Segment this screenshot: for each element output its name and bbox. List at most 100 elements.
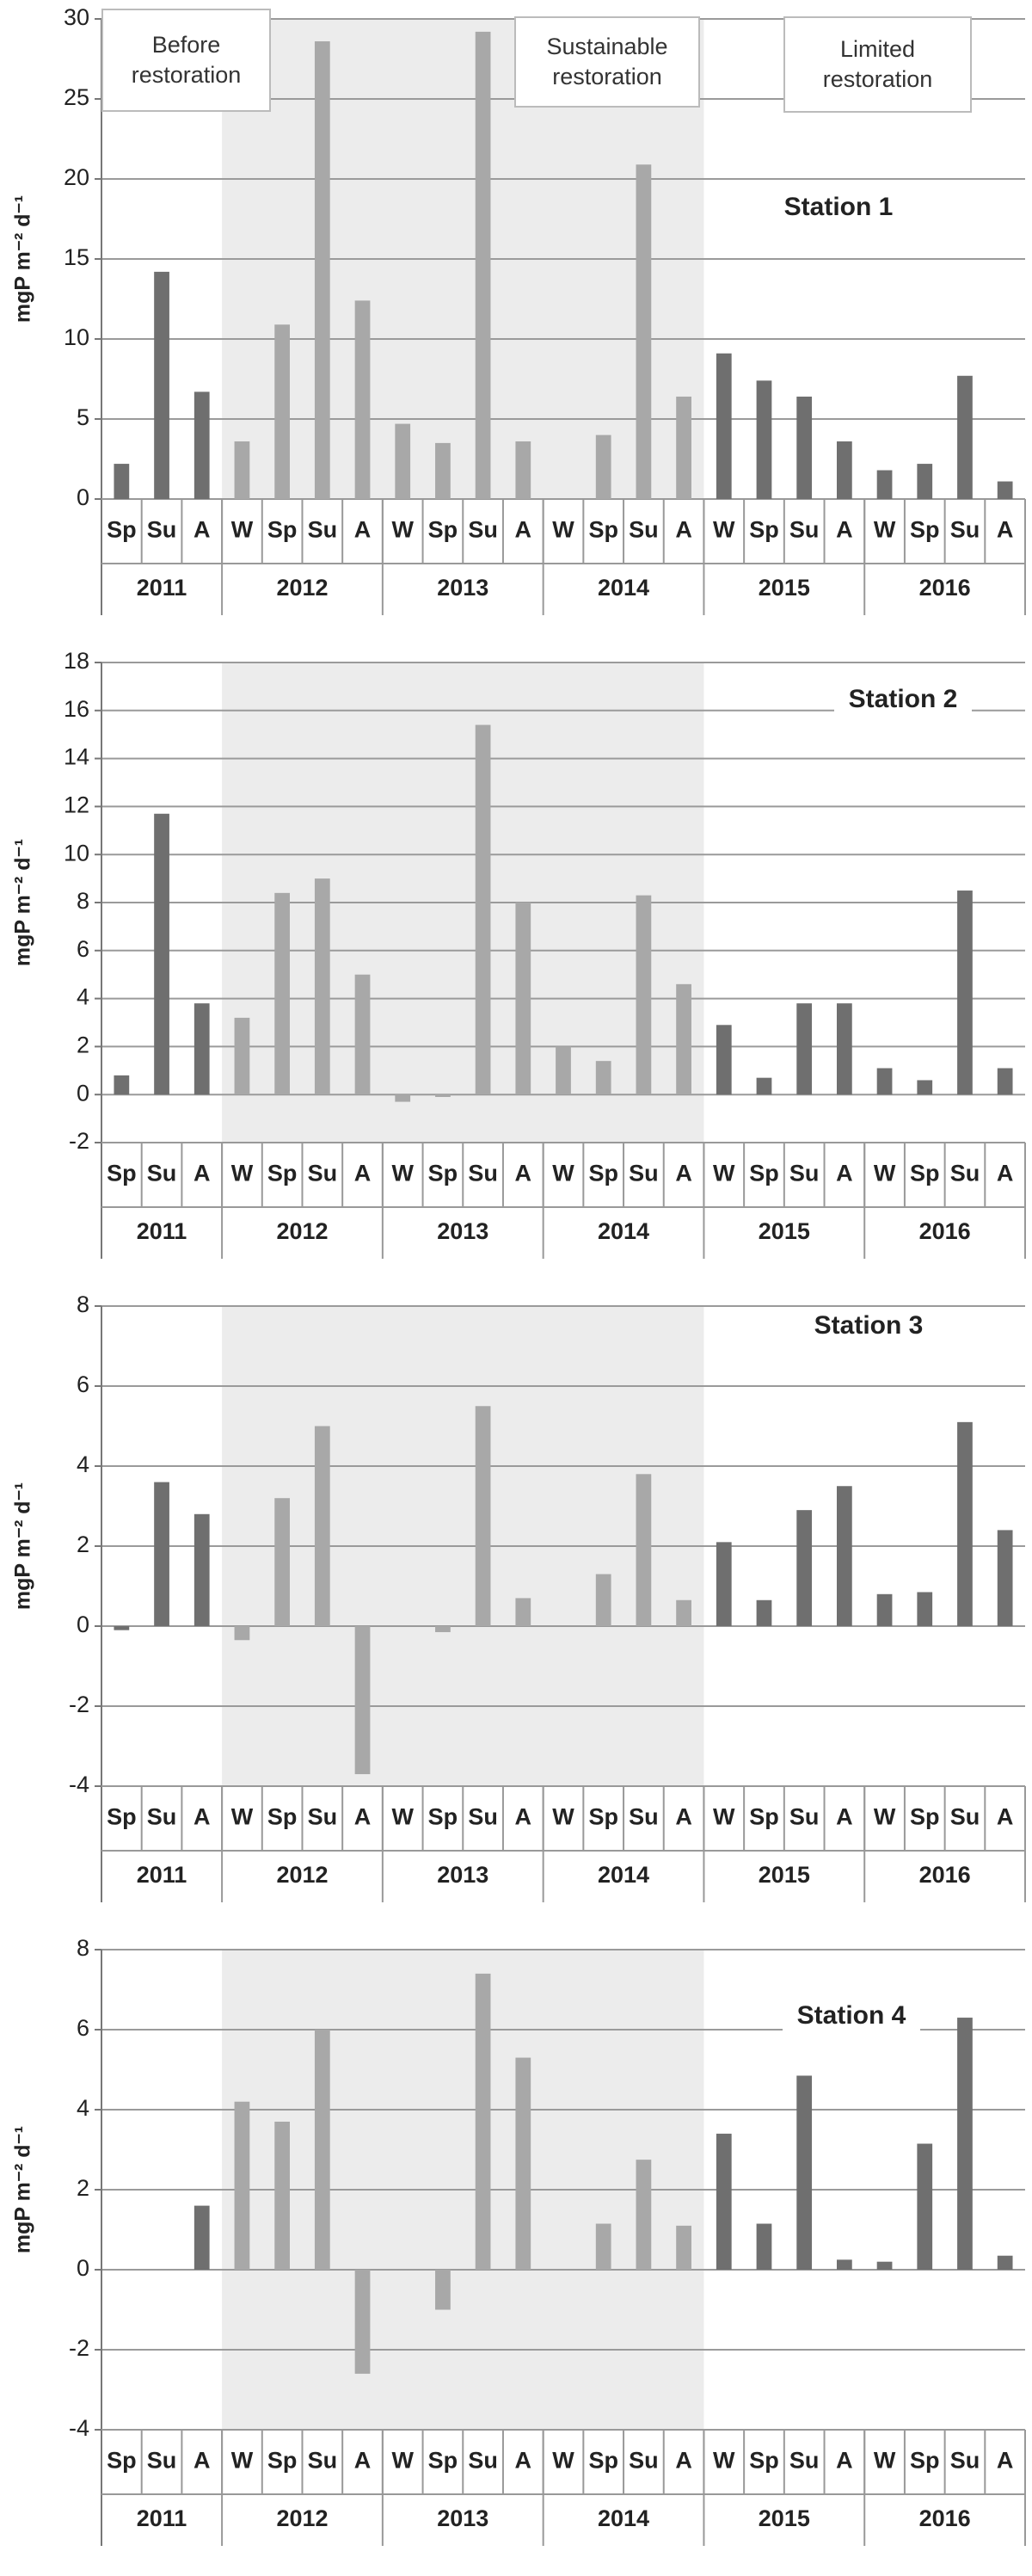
x-tick-label: A [354, 2448, 372, 2474]
title-bg [800, 1310, 937, 1344]
y-tick-label: 4 [77, 2095, 89, 2121]
bar [556, 1046, 571, 1095]
group-label: 2015 [759, 575, 810, 601]
bar [836, 2259, 852, 2270]
y-tick-label: 10 [64, 840, 89, 866]
x-tick-label: W [231, 517, 254, 543]
bar [876, 470, 893, 499]
x-tick-label: Sp [588, 1161, 618, 1186]
x-tick-label: Su [789, 1161, 820, 1186]
chart-title: Station 1 [784, 193, 894, 221]
x-tick-label: A [515, 517, 532, 543]
bar [997, 1068, 1013, 1095]
x-tick-label: Sp [588, 1804, 618, 1830]
bar [756, 380, 772, 499]
bar [194, 391, 210, 499]
bar [957, 375, 973, 499]
x-tick-label: Sp [267, 1161, 298, 1186]
bar [274, 324, 291, 499]
x-tick-label: A [836, 1804, 853, 1830]
y-tick-label: 0 [77, 484, 89, 510]
y-tick-label: 8 [77, 1291, 89, 1317]
bar [395, 1094, 411, 1102]
y-axis-label: mgP m⁻² d⁻¹ [11, 195, 35, 323]
x-tick-label: W [713, 2448, 735, 2474]
bar [435, 1094, 451, 1097]
bar [354, 300, 371, 499]
x-tick-label: A [836, 517, 853, 543]
x-tick-label: Su [629, 2448, 659, 2474]
bar [716, 1025, 732, 1095]
group-label: 2015 [759, 1862, 810, 1888]
bar [876, 1068, 893, 1095]
bar [595, 1061, 611, 1095]
bar [636, 164, 652, 499]
bar [475, 1406, 491, 1626]
y-tick-label: 6 [77, 1371, 89, 1397]
x-tick-label: Su [147, 2448, 177, 2474]
x-tick-label: W [552, 1804, 574, 1830]
bar [354, 974, 371, 1095]
x-tick-label: Sp [107, 517, 137, 543]
x-tick-label: A [997, 1804, 1014, 1830]
bar [636, 1474, 652, 1626]
y-tick-label: 18 [64, 648, 89, 674]
y-tick-label: 5 [77, 404, 89, 430]
x-tick-label: Su [629, 1161, 659, 1186]
x-tick-label: Sp [267, 1804, 298, 1830]
y-tick-label: 0 [77, 1612, 89, 1637]
x-tick-label: A [515, 2448, 532, 2474]
group-label: 2016 [919, 575, 971, 601]
bar [636, 2160, 652, 2270]
bar [475, 1973, 491, 2270]
bar [194, 2205, 210, 2270]
x-tick-label: Sp [267, 2448, 298, 2474]
group-label: 2012 [276, 1218, 328, 1244]
bar [796, 396, 813, 499]
y-tick-label: 0 [77, 1080, 89, 1106]
x-tick-label: Su [950, 1161, 980, 1186]
group-label: 2012 [276, 2505, 328, 2531]
x-tick-label: W [713, 1161, 735, 1186]
x-tick-label: W [874, 1804, 896, 1830]
bar [957, 891, 973, 1095]
group-label: 2011 [137, 1218, 187, 1244]
bar [595, 2223, 611, 2270]
x-tick-label: Su [468, 517, 498, 543]
x-tick-label: Su [950, 517, 980, 543]
x-tick-label: A [836, 1161, 853, 1186]
bar [435, 442, 451, 499]
x-tick-label: Su [468, 1161, 498, 1186]
bar [836, 1486, 852, 1626]
bar [154, 271, 169, 499]
bar [957, 1421, 973, 1626]
bar [676, 983, 691, 1095]
bar [154, 813, 169, 1095]
x-tick-label: Su [147, 1161, 177, 1186]
bar [114, 1075, 130, 1095]
x-tick-label: Sp [749, 2448, 779, 2474]
group-label: 2012 [276, 575, 328, 601]
x-tick-label: A [354, 1161, 372, 1186]
bar [234, 2101, 250, 2270]
y-tick-label: -4 [69, 2415, 89, 2441]
annotation: Before restoration [101, 9, 271, 112]
y-tick-label: 4 [77, 1451, 89, 1477]
bar [716, 2133, 732, 2270]
title-bg [783, 2000, 920, 2034]
bar [716, 1542, 732, 1626]
bar [435, 2270, 451, 2310]
bar [997, 481, 1013, 499]
y-tick-label: 10 [64, 324, 89, 350]
bar [676, 2225, 691, 2270]
bar [234, 1626, 250, 1641]
x-tick-label: Su [308, 2448, 338, 2474]
y-tick-label: 8 [77, 888, 89, 914]
x-tick-label: Su [147, 1804, 177, 1830]
x-tick-label: W [874, 517, 896, 543]
x-tick-label: Su [629, 517, 659, 543]
bar [194, 1003, 210, 1095]
bar [274, 2121, 291, 2270]
x-tick-label: W [391, 1804, 414, 1830]
